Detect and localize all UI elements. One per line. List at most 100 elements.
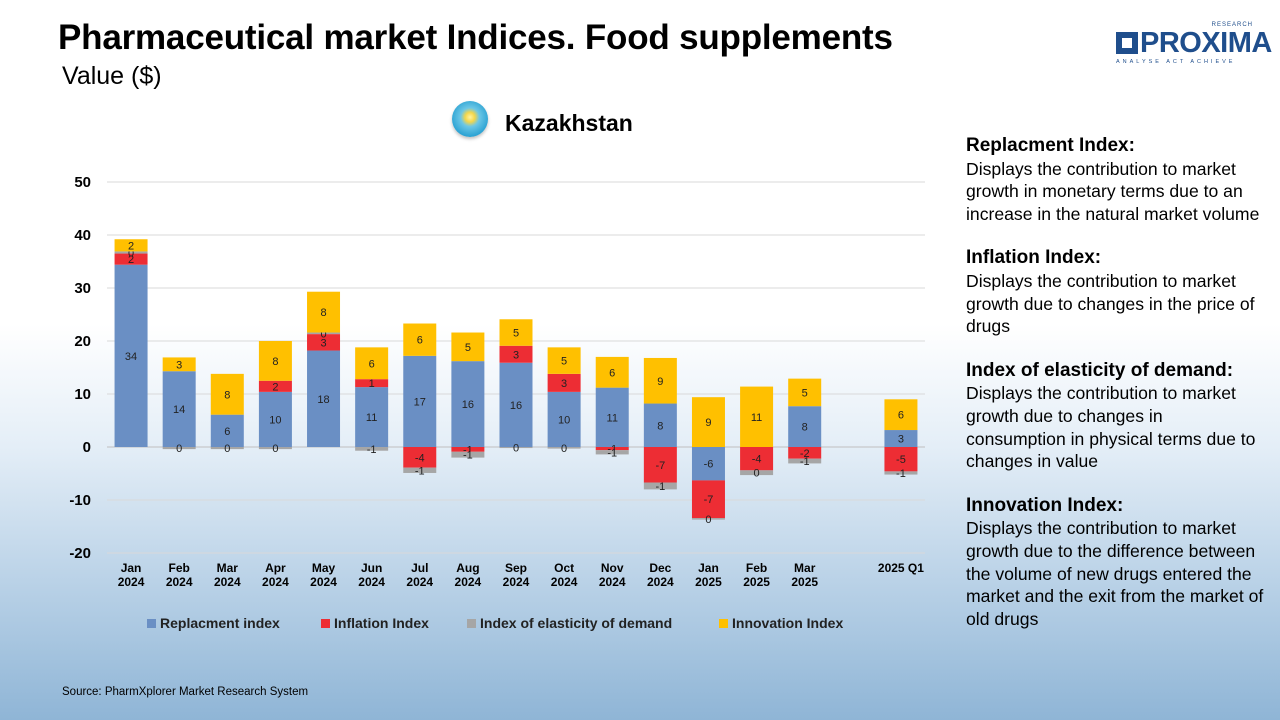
data-label: -1	[367, 444, 377, 456]
kazakhstan-flag-icon	[452, 101, 488, 137]
bar-segment	[258, 447, 292, 450]
bar-segment	[114, 253, 148, 265]
x-tick-label: 2024	[455, 575, 482, 589]
logo-name: PROXIMA	[1140, 27, 1272, 59]
proxima-logo: PROXIMA RESEARCH ANALYSE ACT ACHIEVE	[1114, 22, 1272, 68]
y-tick-label: 30	[74, 280, 91, 297]
bar-segment	[788, 447, 822, 459]
data-label: 10	[558, 414, 570, 426]
source-note: Source: PharmXplorer Market Research Sys…	[62, 686, 309, 698]
x-tick-label: 2025	[743, 575, 770, 589]
data-label: 14	[173, 404, 185, 416]
data-label: 0	[320, 328, 326, 340]
definition-title: Index of elasticity of demand:	[966, 359, 1234, 381]
definition-title: Replacment Index:	[966, 135, 1135, 156]
bar-segment	[403, 447, 437, 468]
data-label: 8	[657, 420, 663, 432]
data-label: 3	[513, 349, 519, 361]
data-label: 18	[317, 394, 329, 406]
data-label: 3	[176, 359, 182, 371]
data-label: 8	[224, 389, 230, 401]
x-tick-label: 2025	[695, 575, 722, 589]
data-label: 6	[224, 426, 230, 438]
bar-segment	[884, 399, 918, 431]
definition-inflation: Inflation Index: Displays the contributi…	[966, 247, 1266, 337]
data-label: -1	[607, 444, 617, 456]
bar-segment	[499, 345, 533, 363]
bar-segment	[547, 373, 581, 392]
x-tick-label: 2024	[647, 575, 674, 589]
x-tick-label: 2024	[503, 575, 530, 589]
bar-segment	[547, 347, 581, 374]
y-tick-label: -20	[69, 545, 91, 562]
definition-title: Inflation Index:	[966, 247, 1102, 269]
x-tick-label: Jul	[411, 561, 428, 575]
bar-segment	[643, 447, 677, 483]
bar-segment	[547, 391, 581, 447]
x-tick-label: Jan	[121, 561, 142, 575]
data-label: 11	[607, 412, 618, 424]
x-tick-label: Sep	[505, 561, 527, 575]
bar-segment	[355, 379, 389, 388]
definitions-panel: Replacment Index: Displays the contribut…	[966, 135, 1266, 652]
bar-segment	[547, 447, 581, 449]
bar-segment	[643, 357, 677, 404]
data-label: 5	[513, 328, 519, 340]
definition-text: Displays the contribution to market grow…	[966, 270, 1255, 337]
data-label: -4	[752, 454, 762, 466]
x-tick-label: Mar	[217, 561, 239, 575]
data-label: 1	[369, 378, 375, 390]
bar-segment	[114, 264, 148, 447]
data-label: -1	[607, 447, 617, 459]
bar-segment	[788, 378, 822, 407]
stacked-bar-chart: -20-100102030405034202140360810208183081…	[69, 174, 925, 631]
bar-segment	[740, 447, 774, 471]
definition-replacment: Replacment Index: Displays the contribut…	[966, 135, 1266, 225]
data-label: 0	[272, 443, 278, 455]
bar-segment	[403, 355, 437, 447]
data-label: -1	[415, 465, 425, 477]
definition-text: Displays the contribution to market grow…	[966, 518, 1264, 629]
data-label: 34	[125, 351, 137, 363]
y-tick-label: 20	[74, 333, 91, 350]
page-title: Pharmaceutical market Indices. Food supp…	[58, 18, 893, 57]
bar-segment	[788, 458, 822, 464]
x-tick-label: Feb	[169, 561, 190, 575]
data-label: 16	[462, 399, 474, 411]
data-label: -6	[704, 459, 714, 471]
data-label: -5	[896, 454, 906, 466]
bar-segment	[595, 356, 629, 388]
bar-segment	[884, 430, 918, 447]
x-tick-label: 2025 Q1	[878, 561, 924, 575]
x-tick-label: Jun	[361, 561, 382, 575]
y-tick-label: 10	[74, 386, 91, 403]
x-tick-label: 2024	[214, 575, 241, 589]
data-label: 3	[561, 378, 567, 390]
legend-swatch	[321, 619, 330, 628]
legend-label: Inflation Index	[334, 615, 429, 631]
data-label: 0	[128, 247, 134, 259]
bar-segment	[162, 447, 196, 450]
definition-innovation: Innovation Index: Displays the contribut…	[966, 495, 1266, 631]
data-label: 6	[898, 410, 904, 422]
data-label: 8	[802, 422, 808, 434]
bar-segment	[740, 470, 774, 476]
data-label: -1	[896, 468, 906, 480]
bar-segment	[403, 323, 437, 356]
bar-segment	[595, 447, 629, 451]
bar-segment	[210, 414, 244, 447]
bar-segment	[643, 482, 677, 490]
bar-segment	[451, 361, 485, 447]
y-tick-label: 0	[83, 439, 91, 456]
data-label: -2	[800, 448, 810, 460]
x-tick-label: 2024	[358, 575, 385, 589]
bar-segment	[258, 341, 292, 381]
bar-segment	[307, 332, 341, 335]
legend-swatch	[147, 619, 156, 628]
bar-segment	[258, 380, 292, 392]
data-label: 8	[272, 356, 278, 368]
legend-label: Replacment index	[160, 615, 280, 631]
bar-segment	[114, 251, 148, 254]
data-label: 3	[320, 337, 326, 349]
bar-segment	[499, 362, 533, 447]
